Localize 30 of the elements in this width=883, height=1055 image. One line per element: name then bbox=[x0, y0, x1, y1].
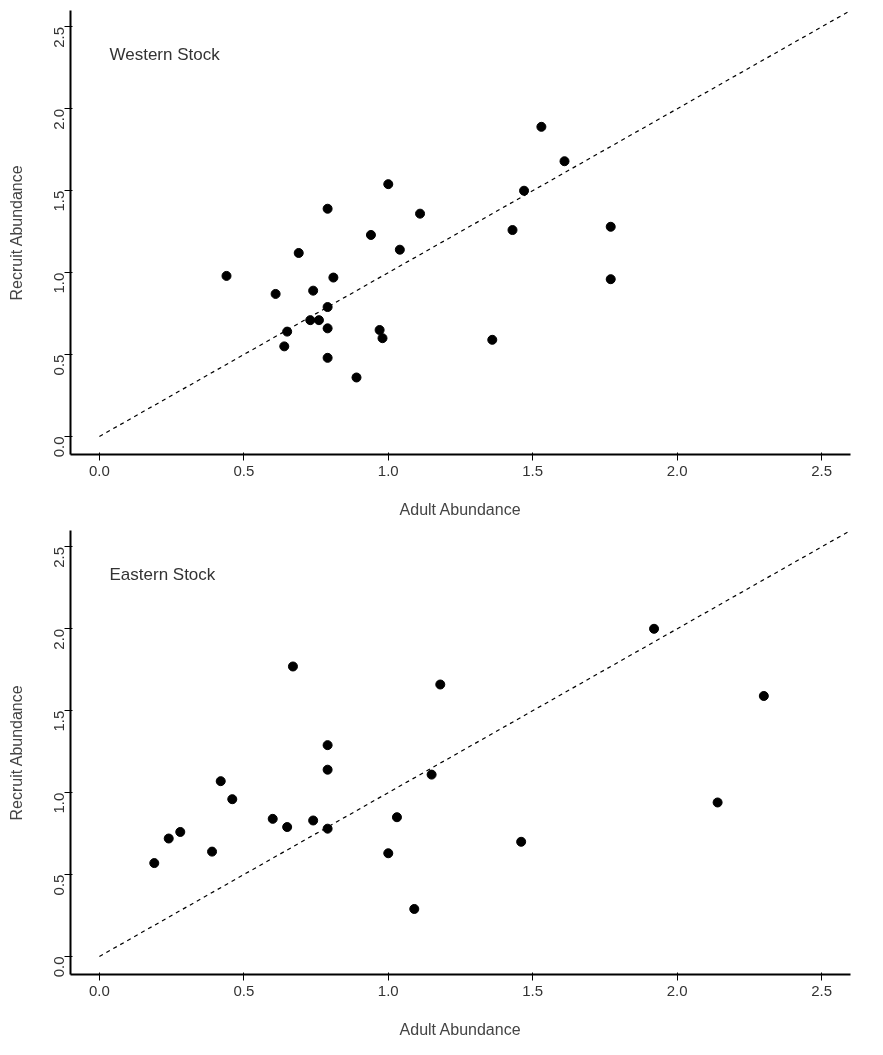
x-tick-label: 0.0 bbox=[88, 981, 110, 999]
x-tick-label: 0.5 bbox=[233, 981, 255, 999]
x-tick-label: 0.0 bbox=[88, 461, 110, 479]
y-tick-label: 0.0 bbox=[50, 956, 68, 978]
x-tick-label: 1.0 bbox=[377, 981, 399, 999]
x-axis-title: Adult Abundance bbox=[399, 500, 521, 518]
x-tick-label: 2.5 bbox=[811, 981, 833, 999]
y-tick-label: 1.0 bbox=[50, 792, 68, 814]
y-axis-title: Recruit Abundance bbox=[7, 165, 25, 301]
x-tick-label: 1.5 bbox=[522, 461, 544, 479]
y-tick-label: 2.5 bbox=[50, 546, 68, 568]
y-tick-label: 0.5 bbox=[50, 874, 68, 896]
x-tick-label: 0.5 bbox=[233, 461, 255, 479]
y-tick-label: 0.5 bbox=[50, 354, 68, 376]
x-tick-label: 1.5 bbox=[522, 981, 544, 999]
y-tick-label: 1.5 bbox=[50, 710, 68, 732]
y-tick-label: 2.0 bbox=[50, 628, 68, 650]
x-tick-label: 2.0 bbox=[666, 981, 688, 999]
y-tick-label: 1.5 bbox=[50, 190, 68, 212]
annotation: Eastern Stock bbox=[109, 564, 216, 584]
annotation: Western Stock bbox=[109, 44, 221, 64]
x-tick-label: 2.0 bbox=[666, 461, 688, 479]
y-tick-label: 2.5 bbox=[50, 26, 68, 48]
x-axis-title: Adult Abundance bbox=[399, 1020, 521, 1038]
y-tick-label: 1.0 bbox=[50, 272, 68, 294]
y-tick-label: 0.0 bbox=[50, 436, 68, 458]
x-tick-label: 1.0 bbox=[377, 461, 399, 479]
x-tick-label: 2.5 bbox=[811, 461, 833, 479]
y-axis-title: Recruit Abundance bbox=[7, 685, 25, 821]
y-tick-label: 2.0 bbox=[50, 108, 68, 130]
